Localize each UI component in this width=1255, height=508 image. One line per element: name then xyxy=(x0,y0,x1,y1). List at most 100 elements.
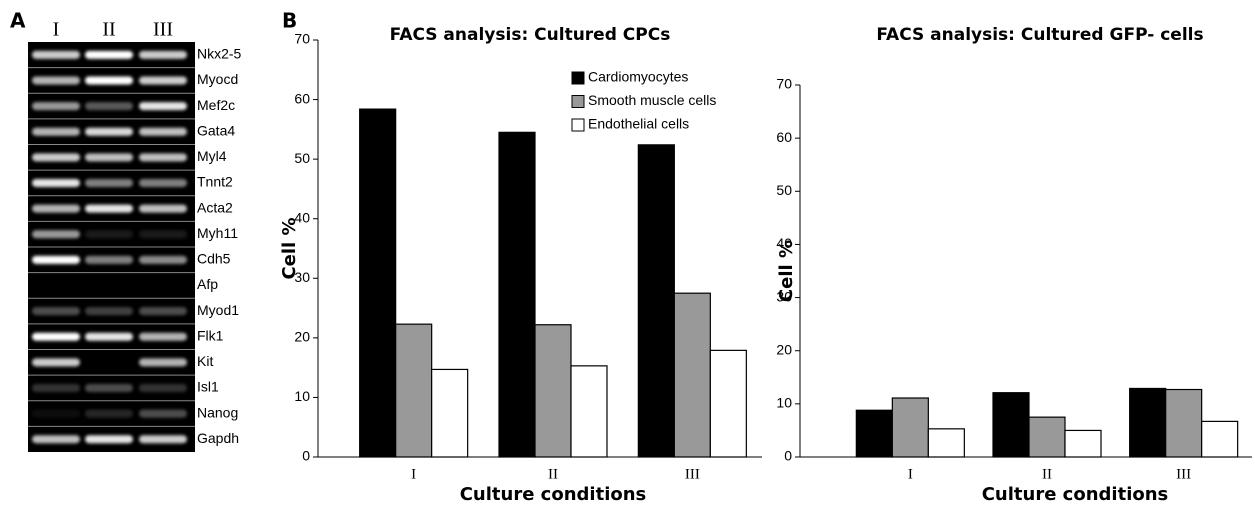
gel-band xyxy=(85,384,133,392)
gel-band xyxy=(85,333,133,341)
y-tick-label: 60 xyxy=(294,90,310,106)
bar xyxy=(571,366,607,457)
y-tick-label: 40 xyxy=(776,235,792,251)
gene-label: Cdh5 xyxy=(197,251,231,267)
gel-band xyxy=(139,76,187,84)
gel-band xyxy=(32,410,80,418)
x-tick-label: I xyxy=(411,466,416,482)
gel-band xyxy=(32,205,80,213)
gel-band xyxy=(139,51,187,59)
gene-label: Acta2 xyxy=(197,199,233,215)
legend-swatch xyxy=(572,119,584,131)
gel-band xyxy=(85,435,133,443)
gene-label: Flk1 xyxy=(197,327,224,343)
bar xyxy=(1202,421,1238,457)
bar xyxy=(535,325,571,457)
gel-band xyxy=(32,230,80,238)
gel-band xyxy=(139,384,187,392)
gene-label: Nkx2-5 xyxy=(197,46,242,62)
y-tick-label: 60 xyxy=(776,129,792,145)
gel-band xyxy=(139,307,187,315)
bar xyxy=(396,324,432,457)
bar xyxy=(499,132,535,457)
legend-label: Endothelial cells xyxy=(588,116,689,132)
gene-label: Isl1 xyxy=(197,379,219,395)
gene-label: Kit xyxy=(197,353,213,369)
gel-band xyxy=(85,256,133,264)
gene-label: Mef2c xyxy=(197,97,235,113)
gene-label: Myl4 xyxy=(197,148,227,164)
chart-title: FACS analysis: Cultured CPCs xyxy=(390,25,671,45)
bar xyxy=(1029,417,1065,457)
y-tick-label: 30 xyxy=(294,269,310,285)
gel-band xyxy=(85,102,133,110)
y-tick-label: 20 xyxy=(776,341,792,357)
legend-swatch xyxy=(572,96,584,108)
gel-band xyxy=(139,358,187,366)
gel-band xyxy=(139,179,187,187)
gel-band xyxy=(85,205,133,213)
gene-label: Myocd xyxy=(197,71,238,87)
x-tick-label: II xyxy=(1042,466,1052,482)
gel-band xyxy=(85,51,133,59)
bar xyxy=(856,410,892,457)
gel-band xyxy=(139,153,187,161)
bar xyxy=(360,109,396,457)
figure: A B IIIIIINkx2-5MyocdMef2cGata4Myl4Tnnt2… xyxy=(0,0,1255,508)
gel-band xyxy=(85,128,133,136)
gene-label: Tnnt2 xyxy=(197,174,233,190)
bar xyxy=(432,369,468,457)
x-tick-label: III xyxy=(685,466,700,482)
gene-label: Myh11 xyxy=(197,225,238,241)
y-tick-label: 70 xyxy=(776,76,792,92)
y-tick-label: 20 xyxy=(294,329,310,345)
gel-band xyxy=(85,76,133,84)
y-tick-label: 30 xyxy=(776,288,792,304)
panel-label: B xyxy=(282,9,297,33)
gel-band xyxy=(32,435,80,443)
bar xyxy=(892,398,928,457)
gel-band xyxy=(139,102,187,110)
bar xyxy=(1065,430,1101,457)
legend-label: Cardiomyocytes xyxy=(588,69,688,85)
x-axis-label: Culture conditions xyxy=(982,484,1169,505)
y-tick-label: 0 xyxy=(784,448,792,464)
x-tick-label: I xyxy=(908,466,913,482)
legend-label: Smooth muscle cells xyxy=(588,92,716,108)
gel-band xyxy=(32,51,80,59)
lane-label: II xyxy=(102,19,115,41)
gel-band xyxy=(139,128,187,136)
x-tick-label: II xyxy=(548,466,558,482)
chart-title: FACS analysis: Cultured GFP- cells xyxy=(876,25,1203,45)
bar xyxy=(674,293,710,457)
gene-label: Gapdh xyxy=(197,430,239,446)
bar xyxy=(1130,388,1166,457)
gel-band xyxy=(32,333,80,341)
x-axis-label: Culture conditions xyxy=(460,484,647,505)
bar xyxy=(993,393,1029,457)
gel-band xyxy=(139,333,187,341)
bar xyxy=(1166,390,1202,457)
x-tick-label: III xyxy=(1176,466,1191,482)
gel-band xyxy=(85,179,133,187)
gene-label: Gata4 xyxy=(197,122,235,138)
gel-band xyxy=(32,102,80,110)
gel-band xyxy=(32,256,80,264)
y-tick-label: 10 xyxy=(776,395,792,411)
y-tick-label: 0 xyxy=(302,448,310,464)
gel-band xyxy=(85,307,133,315)
gel-band xyxy=(32,384,80,392)
gel-band xyxy=(32,153,80,161)
y-tick-label: 50 xyxy=(776,182,792,198)
gel-band xyxy=(32,128,80,136)
page: A B IIIIIINkx2-5MyocdMef2cGata4Myl4Tnnt2… xyxy=(0,0,1255,508)
y-tick-label: 70 xyxy=(294,31,310,47)
gel-band xyxy=(32,76,80,84)
gene-label: Nanog xyxy=(197,404,238,420)
gel-band xyxy=(32,179,80,187)
gel-band xyxy=(32,307,80,315)
y-tick-label: 10 xyxy=(294,388,310,404)
y-tick-label: 40 xyxy=(294,209,310,225)
gel-band xyxy=(85,153,133,161)
bar xyxy=(638,145,674,457)
